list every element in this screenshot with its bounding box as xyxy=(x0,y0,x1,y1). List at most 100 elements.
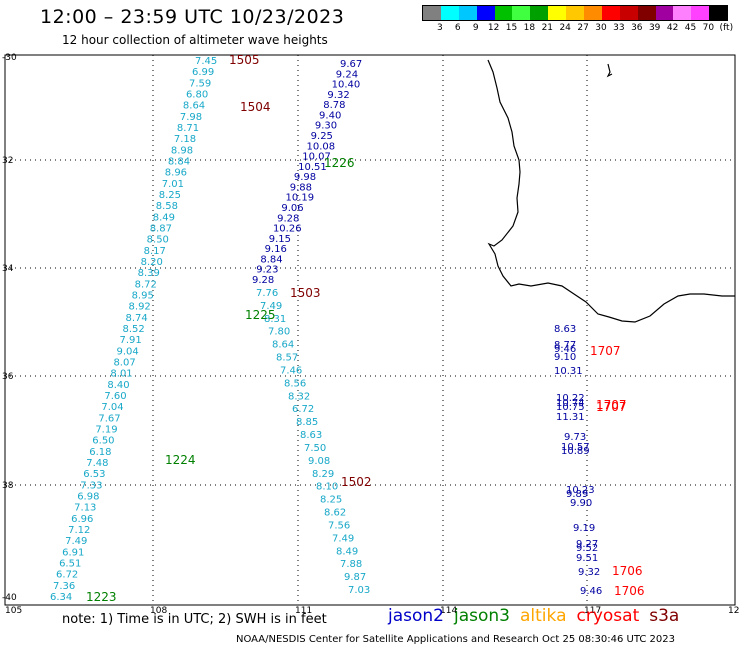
wave-height-value: 9.15 xyxy=(269,234,291,245)
wave-height-value: 7.12 xyxy=(68,525,90,536)
wave-height-value: 8.56 xyxy=(284,378,306,389)
wave-height-value: 8.84 xyxy=(168,157,190,168)
satellite-key-cryosat: cryosat xyxy=(576,606,640,626)
wave-height-value: 10.40 xyxy=(332,80,361,91)
wave-height-value: 7.46 xyxy=(280,365,302,376)
wave-height-value: 9.10 xyxy=(554,352,576,363)
wave-height-value: 8.62 xyxy=(324,508,346,519)
wave-height-value: 9.73 xyxy=(564,432,586,443)
wave-height-value: 10.89 xyxy=(561,446,590,457)
legend-label: 45 xyxy=(684,23,697,33)
wave-height-value: 9.52 xyxy=(576,543,598,554)
wave-height-value: 7.67 xyxy=(98,413,120,424)
wave-height-value: 6.91 xyxy=(62,547,84,558)
wave-height-value: 9.24 xyxy=(336,69,358,80)
wave-height-value: 9.40 xyxy=(319,110,341,121)
footnote: note: 1) Time is in UTC; 2) SWH is in fe… xyxy=(62,612,327,627)
legend-label: 30 xyxy=(595,23,607,33)
legend-swatch xyxy=(601,6,620,20)
wave-height-value: 9.19 xyxy=(573,523,595,534)
wave-height-value: 8.63 xyxy=(300,430,322,441)
wave-height-value: 8.31 xyxy=(264,314,286,325)
wave-height-value: 9.06 xyxy=(281,203,303,214)
legend-swatch xyxy=(423,6,441,20)
latitude-label: 36 xyxy=(2,372,14,382)
legend-swatch xyxy=(530,6,549,20)
longitude-label: 117 xyxy=(584,606,601,616)
wave-height-value: 6.18 xyxy=(89,447,111,458)
satellite-key: jason2 jason3 altika cryosat s3a xyxy=(388,606,689,626)
wave-height-value: 10.07 xyxy=(302,152,331,163)
pass-time-label: 1504 xyxy=(240,100,271,114)
longitude-label: 111 xyxy=(295,606,312,616)
pass-time-label: 1706 xyxy=(612,564,643,578)
pass-time-labels: 1505 1504 1226 1503 1225 1224 1502 1223 1707 1707… xyxy=(86,53,645,604)
track-values: 7.456.997.596.808.647.988.717.188.988.84… xyxy=(50,56,602,603)
pass-time-label: 1707 xyxy=(596,398,627,412)
longitude-label: 114 xyxy=(440,606,457,616)
pass-time-label: 1707 xyxy=(590,344,621,358)
wave-height-value: 9.98 xyxy=(294,172,316,183)
wave-height-value: 7.60 xyxy=(104,391,126,402)
wave-height-value: 7.88 xyxy=(340,559,362,570)
wave-height-value: 7.45 xyxy=(195,56,217,67)
wave-height-value: 7.04 xyxy=(101,402,123,413)
wave-height-value: 8.20 xyxy=(141,257,163,268)
wave-height-value: 7.50 xyxy=(304,443,326,454)
wave-height-value: 8.40 xyxy=(107,380,129,391)
wave-height-value: 9.28 xyxy=(277,213,299,224)
wave-height-value: 8.29 xyxy=(312,469,334,480)
legend-label: 42 xyxy=(666,23,679,33)
wave-height-value: 8.52 xyxy=(123,324,145,335)
wave-height-value: 9.90 xyxy=(570,498,592,509)
legend-label: 3 xyxy=(437,23,443,33)
wave-height-value: 8.87 xyxy=(150,224,172,235)
wave-height-value: 6.98 xyxy=(77,492,99,503)
legend-label: 12 xyxy=(487,23,500,33)
longitude-label: 120 xyxy=(728,606,740,616)
wave-height-value: 7.01 xyxy=(162,179,184,190)
wave-height-value: 7.36 xyxy=(53,581,75,592)
wave-height-value: 8.57 xyxy=(276,353,298,364)
legend-label: 33 xyxy=(613,23,625,33)
wave-height-value: 9.88 xyxy=(290,182,312,193)
longitude-label: 105 xyxy=(5,606,22,616)
wave-height-value: 7.91 xyxy=(119,335,141,346)
wave-height-value: 8.25 xyxy=(320,495,342,506)
latitude-label: 32 xyxy=(2,156,13,166)
wave-height-value: 8.96 xyxy=(165,168,187,179)
legend-label: 21 xyxy=(541,23,554,33)
wave-height-value: 8.74 xyxy=(126,313,148,324)
pass-time-label: 1224 xyxy=(165,453,196,467)
wave-height-value: 8.17 xyxy=(144,246,166,257)
wave-height-value: 9.25 xyxy=(311,131,333,142)
latitude-label: -40 xyxy=(2,593,17,603)
wave-height-value: 8.78 xyxy=(323,100,345,111)
legend-label: 27 xyxy=(577,23,589,33)
wave-height-value: 7.59 xyxy=(189,78,211,89)
wave-height-value: 9.30 xyxy=(315,121,337,132)
legend-label: 9 xyxy=(472,23,479,33)
wave-height-value: 9.51 xyxy=(576,553,598,564)
wave-height-value: 7.19 xyxy=(95,425,117,436)
wave-height-value: 7.56 xyxy=(328,520,350,531)
legend-swatch xyxy=(566,6,585,20)
wave-height-value: 9.46 xyxy=(554,344,576,355)
wave-height-value: 8.77 xyxy=(554,340,576,351)
map-frame xyxy=(4,54,736,606)
legend-swatch xyxy=(458,6,477,20)
wave-height-value: 8.98 xyxy=(171,145,193,156)
grid-lines xyxy=(5,55,735,605)
wave-height-value: 8.49 xyxy=(336,546,358,557)
australia-coastline xyxy=(487,59,735,323)
legend-swatch xyxy=(548,6,567,20)
wave-height-value: 9.89 xyxy=(566,489,588,500)
wave-height-value: 9.32 xyxy=(578,567,600,578)
latitude-label: 34 xyxy=(2,264,14,274)
wave-height-value: 7.49 xyxy=(65,536,87,547)
pass-time-label: 1503 xyxy=(290,286,321,300)
legend-label: 15 xyxy=(505,23,518,33)
legend-swatch xyxy=(619,6,638,20)
wave-height-value: 10.57 xyxy=(561,442,590,453)
